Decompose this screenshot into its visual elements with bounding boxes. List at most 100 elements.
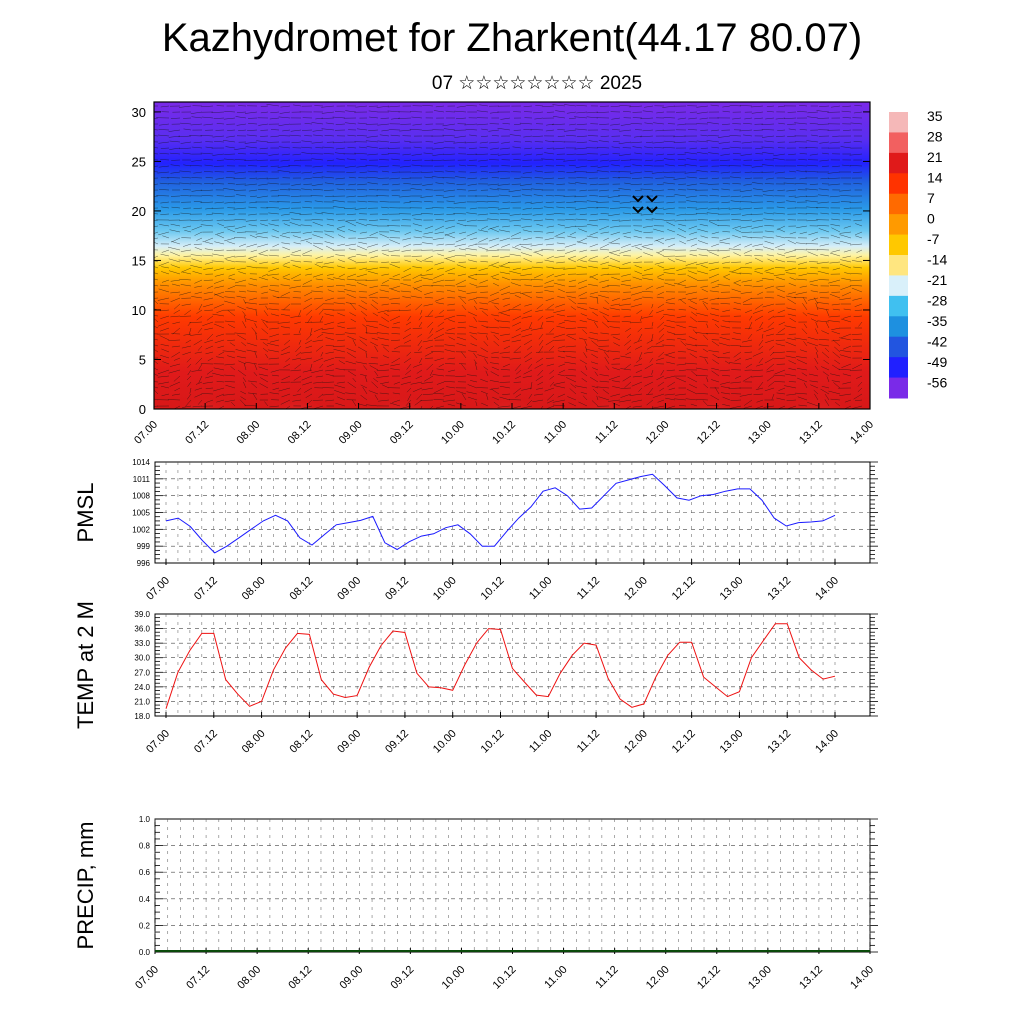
wind-vector — [700, 285, 709, 288]
wind-vector — [587, 224, 599, 227]
wind-vector — [191, 258, 203, 263]
wind-vector — [850, 165, 863, 167]
wind-vector — [630, 123, 643, 125]
wind-vector — [433, 399, 445, 401]
wind-vector — [338, 259, 346, 263]
wind-vector — [499, 147, 511, 150]
wind-vector — [420, 399, 434, 401]
wind-vector — [224, 237, 236, 242]
wind-vector — [248, 255, 258, 259]
wind-vector — [631, 291, 643, 296]
wind-vector — [347, 381, 357, 389]
wind-vector — [493, 340, 500, 347]
wind-vector — [322, 146, 335, 149]
wind-vector — [514, 363, 522, 371]
wind-vector — [401, 273, 412, 279]
wind-vector — [695, 344, 709, 347]
wind-vector — [711, 370, 720, 377]
wind-vector — [222, 140, 236, 143]
wind-vector — [586, 235, 599, 239]
wind-vector — [786, 295, 797, 299]
wind-vector — [568, 255, 577, 260]
colorbar-swatch — [889, 336, 908, 358]
wind-vector — [345, 243, 357, 246]
wind-vector — [367, 182, 379, 185]
wind-vector — [831, 339, 841, 342]
wind-vector — [850, 273, 863, 275]
wind-vector — [690, 243, 698, 247]
wind-vector — [702, 302, 709, 311]
wind-vector — [475, 401, 478, 407]
wind-vector — [620, 368, 632, 371]
wind-vector — [677, 351, 687, 353]
wind-vector — [456, 264, 467, 269]
wind-vector — [625, 351, 632, 356]
wind-vector — [829, 284, 841, 287]
wind-vector — [544, 259, 555, 263]
wind-vector — [244, 159, 258, 161]
wind-vector — [622, 261, 632, 265]
wind-barbs — [154, 104, 863, 409]
wind-vector — [820, 212, 830, 215]
wind-vector — [333, 345, 346, 347]
wind-vector — [358, 305, 368, 311]
wind-vector — [663, 140, 676, 143]
wind-vector — [858, 321, 863, 327]
wind-vector — [191, 369, 203, 372]
wind-vector — [777, 228, 786, 233]
wind-vector — [225, 259, 236, 263]
wind-vector — [154, 195, 159, 197]
wind-vector — [808, 297, 819, 301]
wind-vector — [743, 134, 753, 137]
wind-vector — [744, 177, 753, 179]
wind-vector — [552, 147, 566, 150]
wind-vector — [644, 170, 654, 173]
wind-vector — [224, 201, 236, 204]
wind-vector — [689, 231, 698, 235]
wind-vector — [435, 405, 445, 409]
wind-vector — [633, 135, 643, 138]
wind-vector — [356, 282, 368, 287]
wind-vector — [577, 255, 588, 261]
wind-vector — [487, 183, 500, 186]
wind-vector — [513, 387, 522, 395]
wind-vector — [700, 235, 709, 239]
wind-vector — [160, 177, 170, 179]
wind-vector — [707, 249, 720, 251]
wind-vector — [678, 223, 687, 227]
wind-vector — [786, 307, 797, 311]
wind-vector — [722, 110, 731, 113]
wind-vector — [817, 201, 830, 204]
wind-vector — [703, 383, 709, 389]
wind-vector — [288, 188, 302, 191]
wind-vector — [745, 309, 753, 314]
wind-vector — [400, 282, 412, 287]
wind-vector — [545, 140, 555, 143]
wind-vector — [843, 213, 852, 215]
wind-vector — [473, 359, 478, 365]
wind-vector — [757, 291, 764, 296]
y-tick-label: 10 — [132, 303, 146, 318]
wind-vector — [156, 195, 170, 197]
wind-vector — [490, 371, 500, 377]
wind-vector — [420, 195, 434, 198]
wind-vector — [420, 309, 423, 315]
wind-vector — [757, 381, 764, 389]
wind-vector — [488, 207, 500, 209]
wind-vector — [369, 231, 379, 236]
wind-vector — [446, 327, 456, 331]
wind-vector — [488, 261, 500, 267]
wind-vector — [623, 165, 632, 168]
wind-vector — [844, 272, 852, 275]
wind-vector — [442, 399, 456, 402]
wind-vector — [500, 333, 511, 336]
wind-vector — [371, 337, 379, 341]
wind-vector — [643, 177, 654, 179]
wind-vector — [501, 141, 511, 144]
wind-vector — [775, 339, 786, 341]
wind-vector — [357, 237, 368, 239]
wind-vector — [843, 249, 852, 253]
wind-vector — [722, 351, 731, 355]
wind-vector — [203, 303, 214, 308]
wind-vector — [368, 363, 379, 365]
